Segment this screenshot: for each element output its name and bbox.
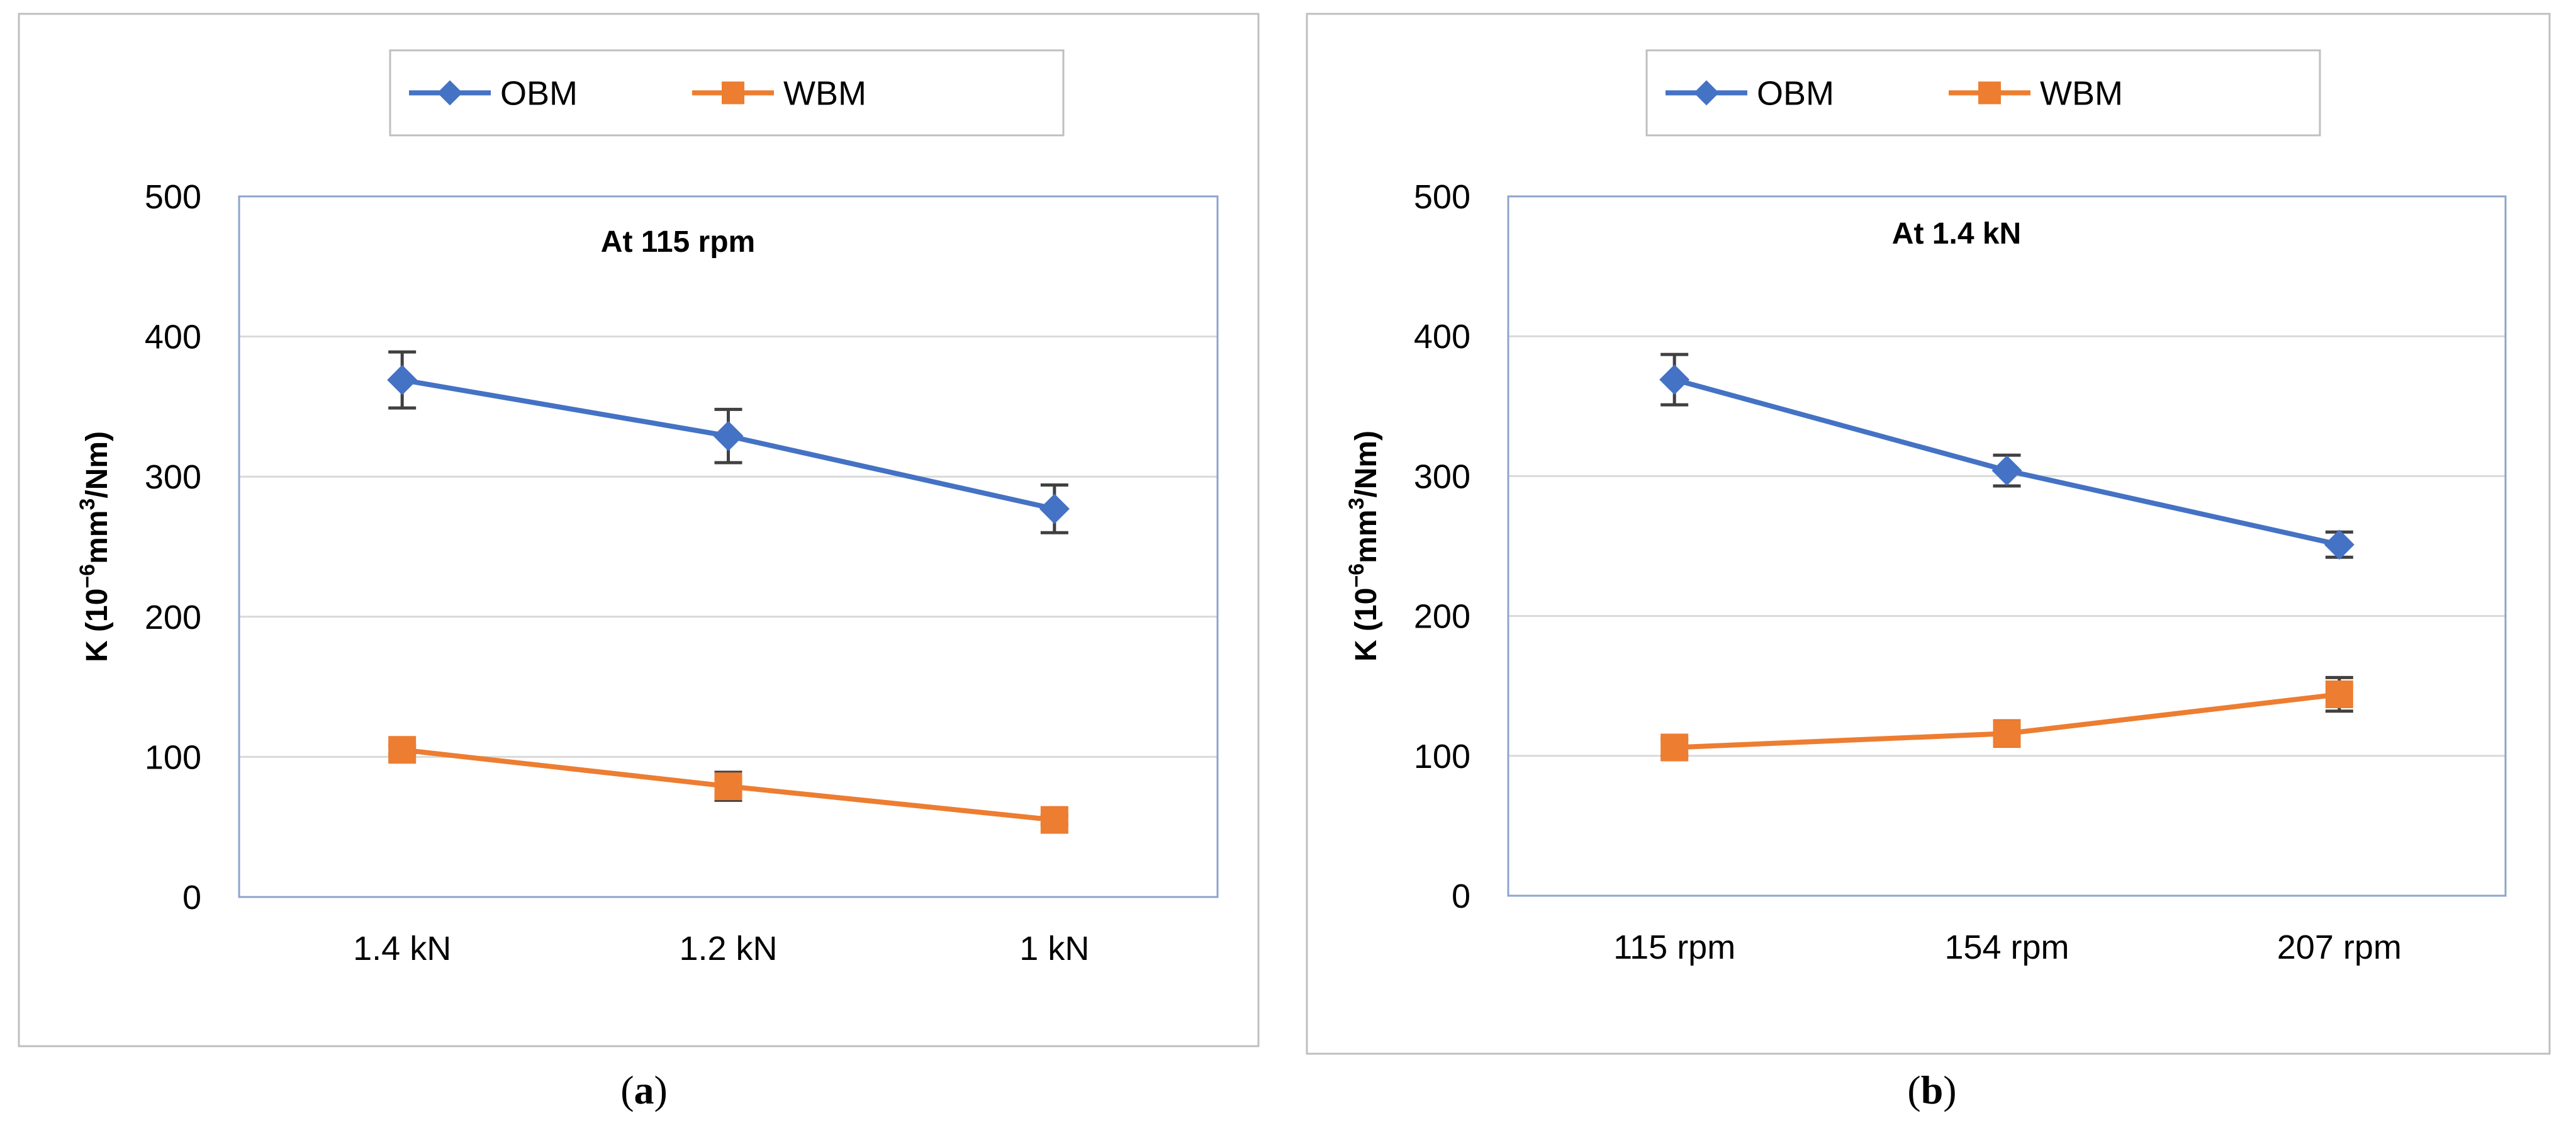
- legend-label-wbm: WBM: [2040, 75, 2123, 113]
- chart-b-svg: 0 100 200 300 400 500 115 rpm 154 rpm 207 rpm K (…: [1306, 13, 2551, 1055]
- y-tick-label: 500: [1414, 178, 1470, 216]
- panel-label-a-text: a: [634, 1068, 654, 1112]
- chart-frame: [1306, 13, 2551, 1055]
- data-point-obm: [1039, 494, 1070, 524]
- y-tick-label: 500: [145, 178, 201, 216]
- y-tick-label: 0: [182, 879, 201, 917]
- data-point-obm: [387, 364, 418, 395]
- legend-marker: [1978, 81, 2001, 104]
- legend-marker: [722, 81, 744, 104]
- data-point-obm: [2324, 529, 2355, 560]
- x-tick-label: 1.2 kN: [679, 930, 777, 967]
- data-point-wbm: [1993, 719, 2021, 748]
- legend-marker: [1694, 80, 1719, 106]
- y-tick-label: 400: [1414, 318, 1470, 356]
- chart-panel-a: 0 100 200 300 400 500 1.4 kN 1.2 kN 1 kN K (10−6m…: [18, 13, 1260, 1112]
- x-tick-label: 207 rpm: [2277, 928, 2402, 966]
- x-tick-label: 154 rpm: [1944, 928, 2069, 966]
- data-point-wbm: [1660, 733, 1689, 762]
- panel-label-a: (a): [620, 1068, 668, 1112]
- x-tick-label: 1 kN: [1019, 930, 1089, 967]
- x-tick-label: 1.4 kN: [353, 930, 451, 967]
- y-tick-label: 200: [1414, 598, 1470, 636]
- data-point-wbm: [714, 772, 742, 801]
- data-point-obm: [1659, 364, 1690, 395]
- y-tick-label: 100: [145, 738, 201, 776]
- y-tick-label: 0: [1452, 877, 1470, 915]
- chart-annotation: At 115 rpm: [601, 225, 755, 259]
- plot-area: [1507, 195, 2507, 897]
- y-tick-label: 100: [1414, 738, 1470, 776]
- x-tick-label: 115 rpm: [1613, 928, 1735, 966]
- data-point-obm: [713, 420, 744, 451]
- y-tick-label: 200: [145, 599, 201, 636]
- panel-label-b-text: b: [1920, 1068, 1944, 1112]
- chart-panel-b: 0 100 200 300 400 500 115 rpm 154 rpm 207 rpm K (…: [1288, 0, 2576, 1145]
- data-point-wbm: [388, 736, 417, 764]
- y-tick-label: 300: [145, 458, 201, 496]
- chart-frame: [18, 13, 1260, 1047]
- panel-label-b: (b): [1907, 1068, 1957, 1112]
- legend-label-obm: OBM: [1757, 75, 1834, 113]
- legend-label-wbm: WBM: [783, 75, 866, 113]
- y-tick-label: 300: [1414, 458, 1470, 495]
- y-tick-label: 400: [145, 319, 201, 356]
- legend-marker: [437, 80, 462, 106]
- chart-a-svg: 0 100 200 300 400 500 1.4 kN 1.2 kN 1 kN K (10−6m…: [18, 13, 1260, 1047]
- data-point-wbm: [2325, 680, 2353, 709]
- legend-label-obm: OBM: [500, 75, 578, 113]
- plot-area: [238, 195, 1219, 898]
- data-point-wbm: [1040, 806, 1068, 834]
- chart-annotation: At 1.4 kN: [1892, 217, 2021, 251]
- y-axis-label: K (10−6mm3/Nm): [1345, 431, 1383, 662]
- y-axis-label: K (10−6mm3/Nm): [76, 431, 114, 662]
- data-point-obm: [1991, 455, 2022, 486]
